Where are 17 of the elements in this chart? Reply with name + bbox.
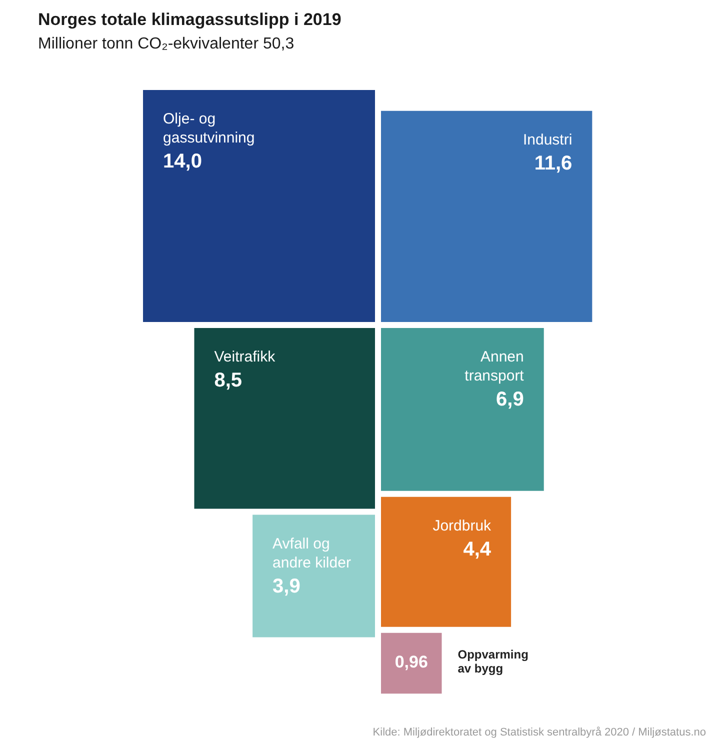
data-label: 3,9 [272, 575, 300, 598]
data-label: 0,96 [394, 652, 428, 672]
category-label: Avfall og andre kilder [272, 535, 351, 572]
category-label: Olje- og gassutvinning [163, 110, 255, 147]
data-label: 4,4 [463, 538, 492, 560]
data-label: 6,9 [496, 388, 524, 411]
data-label: 8,5 [214, 370, 242, 392]
category-label: Annen transport [464, 348, 525, 385]
text: Norges totale klimagassutslipp i 2019 [38, 10, 342, 30]
text: Millioner tonn CO₂-ekvivalenter 50,3 [38, 35, 294, 52]
data-label: 14,0 [163, 150, 202, 173]
category-label: Industri [522, 131, 572, 148]
category-label: Oppvarming av bygg [458, 648, 528, 676]
category-label: Jordbruk [432, 518, 492, 534]
data-label: 11,6 [534, 152, 572, 174]
category-label: Veitrafikk [214, 348, 276, 366]
text: Kilde: Miljødirektoratet og Statistisk sentralbyrå 2020 / Miljøstatus.no [372, 726, 706, 739]
